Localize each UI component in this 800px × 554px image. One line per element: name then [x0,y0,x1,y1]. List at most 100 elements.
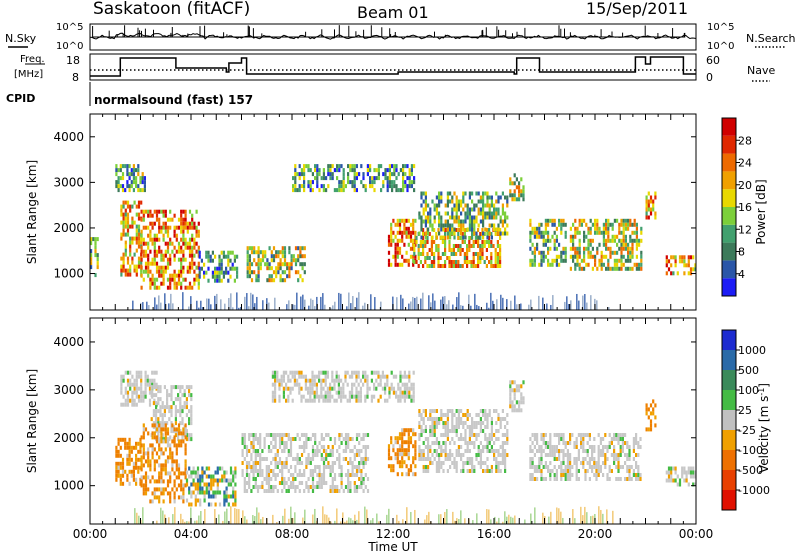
colorbar-swatch-0-5 [722,189,736,207]
xtick-label-1: 04:00 [174,527,209,541]
freq-label-1: Freq. [20,54,45,65]
x-axis-label: Time UT [367,540,418,554]
ytick-label-0-3: 4000 [53,130,84,144]
date-title: 15/Sep/2011 [586,0,688,18]
colorbar-label-1-6: 500 [738,364,759,377]
xtick-label-0: 00:00 [73,527,108,541]
velocity-colorbar-label: Velocity [m s-1] [757,383,772,473]
nsky-panel-frame [89,23,697,51]
colorbar-swatch-1-6 [722,370,736,390]
colorbar-label-1-1: -500 [738,464,763,477]
nsky-tick-bottom-left: 10^0 [56,41,83,52]
nsearch-label: N.Search [746,32,796,45]
colorbar-label-0-2: 12 [738,223,752,236]
echo-region-1-11 [645,399,657,432]
velocity-axes: 1000 2000 3000 4000 [53,318,697,524]
echo-region-1-3 [140,423,187,504]
echo-region-0-6 [292,164,416,193]
colorbar-label-0-5: 24 [738,157,752,170]
colorbar-swatch-0-8 [722,135,736,154]
velocity-colorbar: -1000 -500 -100 -25 25 100 500 1000 [721,329,770,511]
colorbar-swatch-1-3 [722,430,736,450]
freq-tick-18: 18 [66,54,80,67]
nave-tick-60: 60 [706,54,720,67]
ytick-label-1-2: 3000 [53,383,84,397]
echo-region-0-0 [120,200,143,277]
freq-tick-8: 8 [72,71,79,84]
ytick-label-0-1: 2000 [53,221,84,235]
cpid-label: CPID [6,92,35,105]
colorbar-label-0-3: 16 [738,201,752,214]
echo-region-1-9 [509,380,525,413]
colorbar-label-0-0: 4 [738,268,745,281]
echo-region-0-11 [529,218,567,267]
colorbar-swatch-0-0 [722,278,736,296]
colorbar-label-0-6: 28 [738,134,752,147]
freq-trace [90,56,696,77]
station-title: Saskatoon (fitACF) [93,0,250,19]
colorbar-label-1-5: 100 [738,384,759,397]
colorbar-swatch-1-0 [722,490,736,510]
freq-label-2: [MHz] [14,69,43,80]
colorbar-swatch-1-8 [722,330,736,350]
nsky-trace [89,32,697,40]
nsky-tick-top-right: 10^5 [707,22,734,33]
freq-panel-frame [89,53,697,81]
velocity-echo-layer [115,370,697,524]
cpid-value: normalsound (fast) 157 [94,93,253,107]
colorbar-swatch-0-4 [722,207,736,225]
colorbar-swatch-0-7 [722,153,736,172]
colorbar-swatch-0-9 [722,118,736,136]
colorbar-swatch-1-5 [722,390,736,410]
colorbar-swatch-0-3 [722,224,736,243]
echo-region-0-13 [645,191,657,220]
power-axes: 1000 2000 3000 4000 [53,114,697,310]
xtick-label-5: 20:00 [578,527,613,541]
beam-title: Beam 01 [357,3,429,22]
colorbar-swatch-1-2 [722,450,736,470]
echo-region-1-7 [387,428,417,477]
echo-region-0-3 [140,209,200,290]
echo-region-0-14 [665,255,697,276]
nave-label: Nave [747,64,775,77]
velocity-panel-frame [89,317,697,525]
colorbar-label-1-0: -1000 [738,484,770,497]
xtick-label-2: 08:00 [275,527,310,541]
near-range-band-1 [134,506,614,524]
power-ylabel: Slant Range [km] [25,160,39,264]
x-tick-labels: 00:00 04:00 08:00 12:00 16:00 20:00 00:00 [73,527,714,541]
ytick-label-0-2: 3000 [53,175,84,189]
power-colorbar-label: Power [dB] [754,179,768,244]
echo-region-0-5 [246,246,306,283]
echo-region-0-9 [418,191,509,240]
ytick-label-1-0: 1000 [53,479,84,493]
nsky-tick-top-left: 10^5 [56,22,83,33]
colorbar-label-1-2: -100 [738,444,763,457]
nsky-spikes [92,25,686,38]
ytick-label-0-0: 1000 [53,267,84,281]
xtick-label-3: 12:00 [376,527,411,541]
colorbar-label-1-4: 25 [738,404,752,417]
echo-region-1-12 [665,466,697,487]
colorbar-label-0-1: 8 [738,246,745,259]
echo-region-1-6 [271,370,415,403]
echo-region-1-10 [529,433,642,481]
colorbar-frame-1 [721,329,737,511]
echo-region-1-8 [418,409,509,473]
colorbar-swatch-0-2 [722,242,736,261]
colorbar-swatch-1-4 [722,410,736,430]
power-colorbar: 4 8 12 16 20 24 28 [721,117,752,297]
echo-region-0-7 [387,218,417,267]
velocity-ylabel: Slant Range [km] [25,369,39,473]
echo-region-0-2 [90,237,99,278]
echo-region-1-2 [115,437,142,486]
colorbar-swatch-1-7 [722,350,736,370]
echo-region-0-12 [569,218,643,271]
power-echo-layer [90,164,697,310]
colorbar-swatch-0-6 [722,171,736,190]
ytick-label-1-1: 2000 [53,431,84,445]
echo-region-0-4 [198,250,239,283]
echo-region-1-4 [185,466,237,507]
echo-region-1-0 [120,370,158,407]
